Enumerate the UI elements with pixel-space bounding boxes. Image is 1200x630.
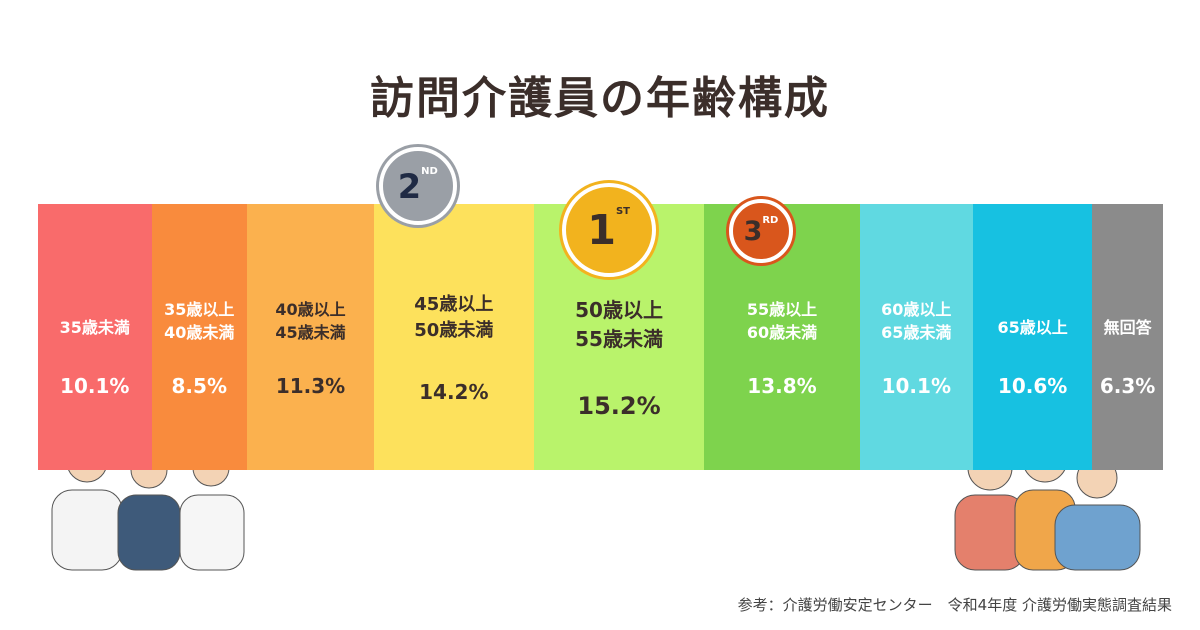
category-label: 40歳以上 45歳未満 — [275, 300, 346, 343]
value-label: 10.1% — [881, 374, 951, 398]
category-label: 60歳以上 65歳未満 — [881, 300, 952, 343]
rank-medal: 1 ST — [561, 183, 656, 277]
medal-suffix: ST — [615, 205, 630, 217]
medal-rank: 1 — [587, 206, 616, 254]
bar-segment: 45歳以上 50歳未満 14.2% — [374, 204, 534, 470]
bar-segment: 35歳以上 40歳未満 8.5% — [151, 204, 248, 470]
bar-segment: 40歳以上 45歳未満 11.3% — [247, 204, 375, 470]
medal-rank: 3 — [743, 215, 763, 247]
chart-title: 訪問介護員の年齢構成 — [370, 73, 830, 124]
value-label: 15.2% — [577, 392, 661, 420]
rank-medal: 2 ND — [378, 147, 457, 225]
value-label: 13.8% — [747, 374, 817, 398]
bar-segment: 無回答 6.3% — [1092, 204, 1163, 470]
category-label: 50歳以上 55歳未満 — [575, 298, 663, 351]
bar-segment: 65歳以上 10.6% — [973, 204, 1093, 470]
category-label: 35歳以上 40歳未満 — [164, 300, 235, 343]
category-label: 無回答 — [1103, 318, 1152, 337]
medal-suffix: ND — [421, 166, 438, 178]
rank-medal: 3 RD — [729, 199, 793, 263]
value-label: 6.3% — [1099, 374, 1156, 398]
medal-rank: 2 — [397, 166, 422, 206]
value-label: 14.2% — [419, 380, 489, 404]
category-label: 65歳以上 — [997, 318, 1068, 337]
value-label: 11.3% — [275, 374, 346, 398]
source-note: 参考：介護労働安定センター 令和4年度 介護労働実態調査結果 — [737, 596, 1172, 614]
medal-suffix: RD — [762, 215, 779, 227]
category-label: 45歳以上 50歳未満 — [414, 294, 494, 342]
category-label: 55歳以上 60歳未満 — [746, 300, 818, 343]
value-label: 10.6% — [997, 374, 1068, 398]
value-label: 8.5% — [171, 374, 227, 398]
category-label: 35歳未満 — [59, 318, 130, 337]
value-label: 10.1% — [60, 374, 130, 398]
bar-segment: 60歳以上 65歳未満 10.1% — [859, 204, 974, 470]
bar-segment: 35歳未満 10.1% — [38, 204, 152, 470]
